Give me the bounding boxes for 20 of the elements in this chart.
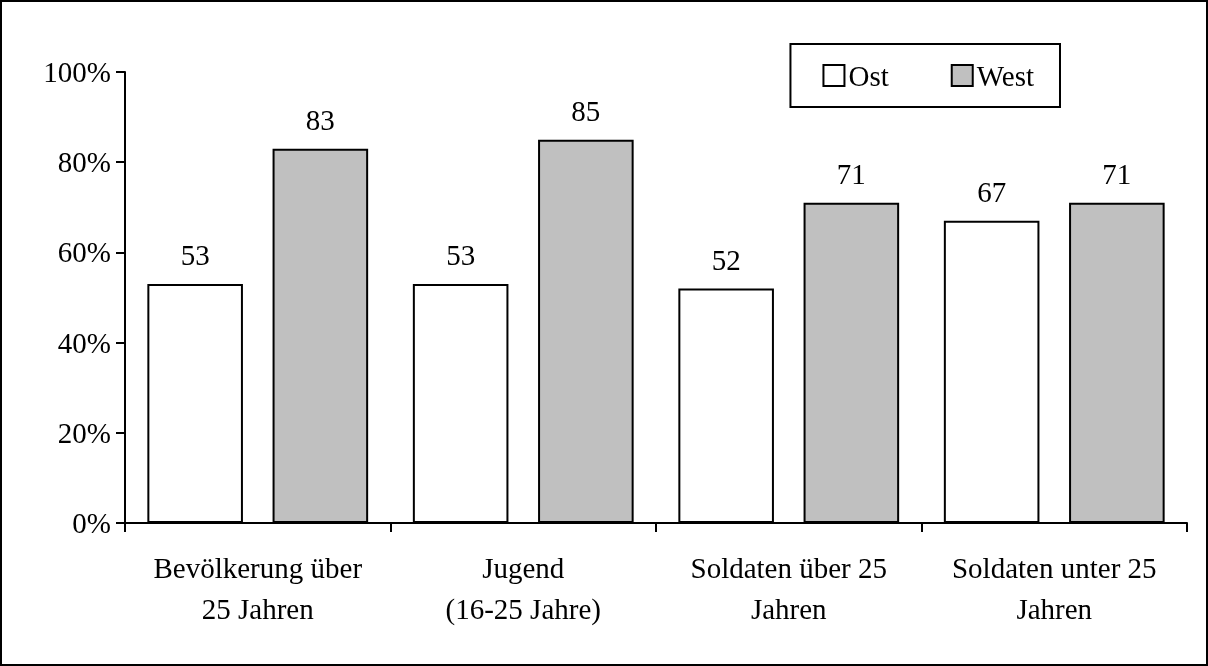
y-tick-label: 0% — [72, 507, 111, 539]
legend-label: West — [976, 59, 1034, 92]
data-label: 52 — [711, 243, 741, 276]
y-tick-label: 100% — [43, 56, 111, 88]
x-tick-label: Soldaten über 25 Jahren — [690, 551, 888, 625]
data-label: 67 — [977, 176, 1007, 209]
y-tick-label: 20% — [57, 416, 111, 449]
x-tick-label: Bevölkerung über 25 Jahren — [153, 551, 363, 625]
data-label: 71 — [836, 158, 866, 191]
x-tick-label: Soldaten unter 25 Jahren — [951, 551, 1157, 625]
y-tick-label: 80% — [57, 146, 111, 179]
data-label: 85 — [571, 95, 601, 128]
x-tick-label: Jugend (16-25 Jahre) — [445, 551, 601, 626]
data-label: 71 — [1102, 158, 1132, 191]
y-tick-label: 40% — [57, 326, 111, 359]
data-label: 53 — [180, 239, 210, 272]
legend-label: Ost — [848, 59, 889, 92]
data-label: 83 — [305, 104, 335, 137]
y-tick-label: 60% — [57, 236, 111, 269]
data-label: 53 — [446, 239, 476, 272]
